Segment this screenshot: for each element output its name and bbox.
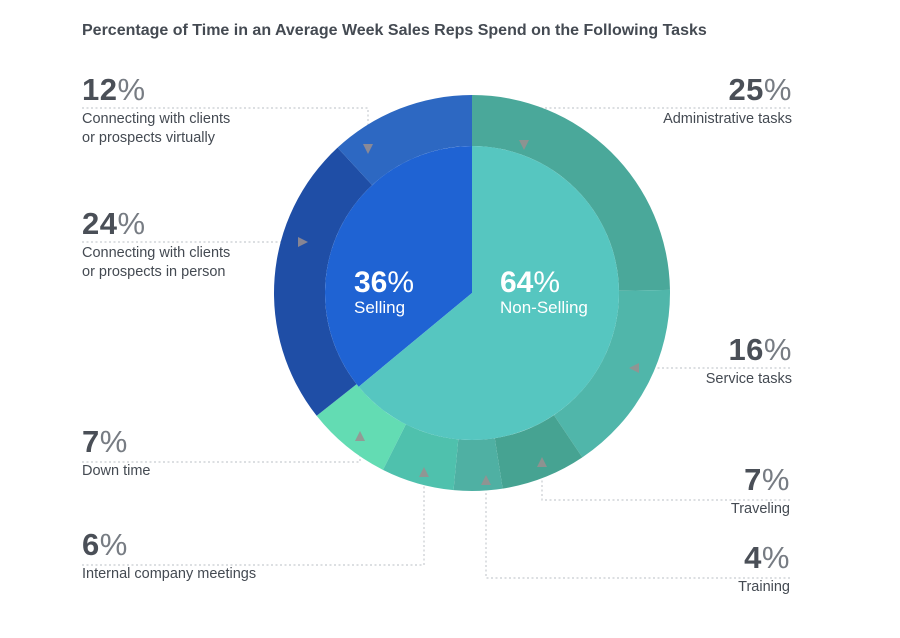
leader-line-6 [541, 463, 790, 501]
text-selling: Selling [354, 298, 406, 317]
outer-slice-7 [337, 94, 472, 186]
value-training: 4 [744, 540, 762, 575]
value-selling: 36 [354, 266, 388, 299]
outer-slice-3 [453, 438, 503, 491]
text-connecting-virtual: Connecting with clients or prospects vir… [82, 111, 231, 146]
percent-symbol: % [763, 332, 792, 367]
text-service: Service tasks [705, 371, 792, 387]
value-administrative: 25 [728, 72, 764, 107]
text-internal-meetings: Internal company meetings [82, 566, 257, 582]
label-connecting-person: 24% Connecting with clients or prospects… [82, 206, 230, 282]
text-down-time: Down time [82, 463, 151, 479]
label-traveling: 7% Traveling [731, 462, 790, 519]
text-administrative: Administrative tasks [663, 111, 792, 127]
percent-symbol: % [763, 72, 792, 107]
text-nonselling: Non-Selling [500, 298, 588, 317]
label-administrative: 25% Administrative tasks [663, 72, 792, 129]
center-label-selling: 36% Selling [354, 266, 414, 318]
arrow-marker-1 [298, 237, 308, 247]
text-connecting-person: Connecting with clients or prospects in … [82, 245, 231, 280]
arrow-marker-2 [355, 431, 365, 441]
percent-symbol: % [99, 424, 128, 459]
arrows [298, 140, 639, 485]
label-connecting-virtual: 12% Connecting with clients or prospects… [82, 72, 230, 148]
percent-symbol: % [761, 540, 790, 575]
inner-slice-1 [358, 146, 619, 441]
label-internal-meetings: 6% Internal company meetings [82, 527, 256, 584]
text-traveling: Traveling [730, 501, 790, 517]
outer-ring [273, 94, 671, 491]
percent-symbol: % [99, 527, 128, 562]
label-training: 4% Training [738, 540, 790, 597]
arrow-marker-4 [519, 140, 529, 150]
percent-symbol: % [117, 206, 146, 241]
percent-symbol: % [387, 266, 415, 299]
value-down-time: 7 [82, 424, 100, 459]
inner-pie [325, 146, 619, 441]
label-down-time: 7% Down time [82, 424, 151, 481]
outer-slice-2 [494, 415, 583, 489]
chart-title: Percentage of Time in an Average Week Sa… [82, 22, 707, 39]
arrow-marker-5 [629, 363, 639, 373]
text-training: Training [738, 579, 790, 595]
value-connecting-person: 24 [82, 206, 118, 241]
outer-slice-1 [553, 289, 671, 458]
inner-slice-0 [325, 146, 472, 387]
arrow-marker-3 [419, 467, 429, 477]
outer-slice-6 [273, 147, 373, 416]
outer-slice-4 [382, 424, 459, 491]
arrow-marker-7 [481, 475, 491, 485]
percent-symbol: % [533, 266, 561, 299]
leader-line-3 [82, 473, 425, 566]
value-traveling: 7 [744, 462, 762, 497]
outer-slice-5 [316, 384, 406, 470]
value-connecting-virtual: 12 [82, 72, 118, 107]
arrow-marker-0 [363, 144, 373, 154]
percent-symbol: % [117, 72, 146, 107]
leader-line-0 [82, 107, 369, 148]
label-service: 16% Service tasks [706, 332, 792, 389]
value-nonselling: 64 [500, 266, 534, 299]
value-service: 16 [728, 332, 764, 367]
arrow-marker-6 [537, 457, 547, 467]
value-internal-meetings: 6 [82, 527, 100, 562]
percent-symbol: % [761, 462, 790, 497]
center-label-nonselling: 64% Non-Selling [500, 266, 588, 318]
